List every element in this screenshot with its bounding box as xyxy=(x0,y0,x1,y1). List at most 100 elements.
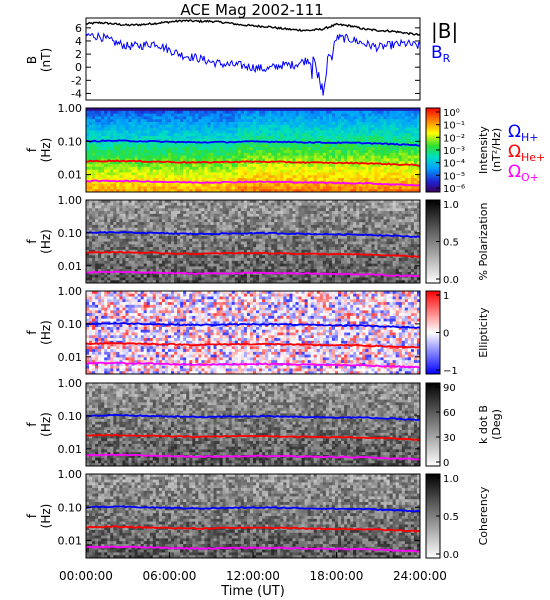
spectrogram-cell xyxy=(234,124,239,128)
spectrogram-cell xyxy=(216,200,220,204)
spectrogram-cell xyxy=(134,235,139,240)
spectrogram-cell xyxy=(101,113,105,117)
spectrogram-cell xyxy=(404,161,409,165)
spectrogram-cell xyxy=(174,183,178,187)
spectrogram-cell xyxy=(277,119,281,123)
spectrogram-cell xyxy=(350,189,354,193)
spectrogram-cell xyxy=(164,136,169,140)
spectrogram-cell xyxy=(234,189,239,193)
spectrogram-cell xyxy=(316,130,321,134)
spectrogram-cell xyxy=(259,150,263,154)
spectrogram-cell xyxy=(167,269,172,273)
spectrogram-cell xyxy=(380,164,384,168)
spectrogram-cell xyxy=(89,124,93,128)
spectrogram-cell xyxy=(95,110,99,114)
spectrogram-cell xyxy=(344,138,348,142)
spectrogram-cell xyxy=(140,108,145,112)
spectrogram-cell xyxy=(240,258,245,262)
spectrogram-cell xyxy=(180,136,184,140)
spectrogram-cell xyxy=(310,119,315,123)
spectrogram-cell xyxy=(398,116,403,120)
spectrogram-cell xyxy=(113,113,117,117)
spectrogram-cell xyxy=(304,178,309,182)
spectrogram-cell xyxy=(104,116,108,120)
spectrogram-cell xyxy=(101,186,105,190)
spectrogram-cell xyxy=(338,119,342,123)
spectrogram-cell xyxy=(95,224,99,229)
spectrogram-cell xyxy=(377,186,381,190)
spectrogram-cell xyxy=(86,108,90,112)
spectrogram-cell xyxy=(316,133,321,137)
spectrogram-cell xyxy=(119,258,123,262)
spectrogram-cell xyxy=(113,172,117,176)
spectrogram-cell xyxy=(359,164,363,168)
spectrogram-cell xyxy=(304,127,309,131)
spectrogram-cell xyxy=(265,183,269,187)
spectrogram-cell xyxy=(222,219,227,223)
spectrogram-cell xyxy=(104,108,108,112)
spectrogram-cell xyxy=(119,130,123,134)
spectrogram-cell xyxy=(92,116,96,120)
spectrogram-cell xyxy=(95,172,99,176)
spectrogram-cell xyxy=(219,183,224,187)
spectrogram-cell xyxy=(146,186,151,190)
spectrogram-cell xyxy=(113,133,117,137)
spectrogram-cell xyxy=(262,110,266,114)
spectrogram-cell xyxy=(131,269,135,273)
spectrogram-cell xyxy=(380,186,384,190)
spectrogram-cell xyxy=(228,277,233,281)
spectrogram-cell xyxy=(152,205,157,209)
spectrogram-cell xyxy=(122,166,126,170)
spectrogram-cell xyxy=(161,241,166,245)
spectrogram-cell xyxy=(140,138,145,142)
spectrogram-cell xyxy=(386,150,391,154)
spectrogram-cell xyxy=(122,130,126,134)
spectrogram-cell xyxy=(86,269,90,273)
spectrogram-cell xyxy=(313,172,318,176)
spectrogram-cell xyxy=(186,227,190,231)
spectrogram-cell xyxy=(240,277,245,281)
spectrogram-cell xyxy=(277,147,281,151)
spectrogram-cell xyxy=(410,122,415,126)
spectrogram-cell xyxy=(143,241,148,245)
spectrogram-cell xyxy=(122,127,126,131)
spectrogram-cell xyxy=(344,189,348,193)
spectrogram-cell xyxy=(110,222,114,226)
spectrogram-cell xyxy=(401,169,406,173)
spectrogram-cell xyxy=(334,158,339,162)
spectrogram-cell xyxy=(234,130,239,134)
spectrogram-cell xyxy=(280,147,284,151)
spectrogram-cell xyxy=(164,147,169,151)
spectrogram-cell xyxy=(98,138,102,142)
spectrogram-cell xyxy=(107,247,111,251)
spectrogram-cell xyxy=(246,241,251,245)
spectrogram-cell xyxy=(140,200,145,204)
spectrogram-cell xyxy=(234,133,239,137)
spectrogram-cell xyxy=(171,263,175,267)
spectrogram-cell xyxy=(122,208,126,212)
spectrogram-cell xyxy=(104,161,108,165)
spectrogram-cell xyxy=(164,241,169,245)
spectrogram-cell xyxy=(259,175,263,179)
spectrogram-cell xyxy=(201,130,205,134)
spectrogram-cell xyxy=(101,241,105,245)
spectrogram-cell xyxy=(186,255,190,259)
spectrogram-cell xyxy=(192,266,196,270)
spectrogram-cell xyxy=(262,169,266,173)
spectrogram-cell xyxy=(231,260,236,265)
spectrogram-cell xyxy=(180,222,184,226)
spectrogram-cell xyxy=(338,136,342,140)
spectrogram-cell xyxy=(167,200,172,204)
spectrogram-cell xyxy=(219,127,224,131)
spectrogram-cell xyxy=(198,130,202,134)
spectrogram-cell xyxy=(253,110,257,114)
spectrogram-cell xyxy=(231,189,236,193)
spectrogram-cell xyxy=(240,227,245,231)
spectrogram-cell xyxy=(134,233,139,237)
spectrogram-cell xyxy=(256,189,260,193)
spectrogram-cell xyxy=(338,133,342,137)
spectrogram-cell xyxy=(119,277,123,281)
spectrogram-cell xyxy=(192,244,196,248)
spectrogram-cell xyxy=(152,216,157,220)
spectrogram-cell xyxy=(389,169,394,173)
